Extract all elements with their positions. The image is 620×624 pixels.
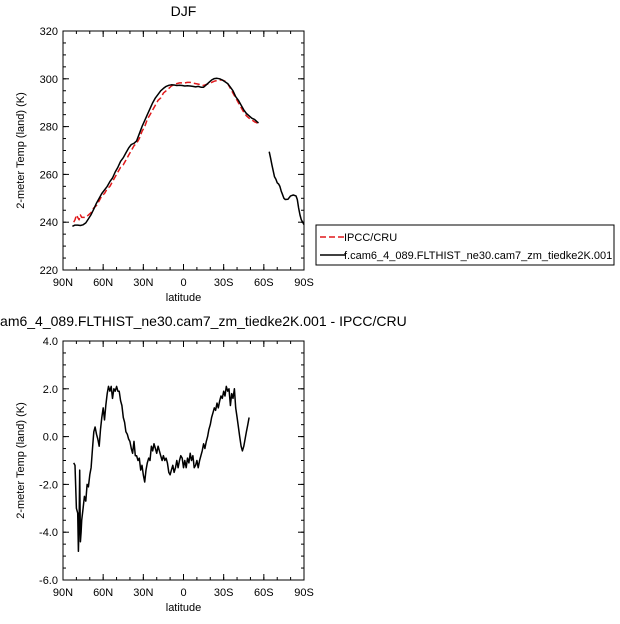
x-tick-label: 30S [214,587,234,599]
top-chart: DJF 2-meter Temp (land) (K) latitude 90N… [15,3,314,304]
y-axis-label: 2-meter Temp (land) (K) [15,402,27,519]
series-line-0-segment-0 [73,385,250,553]
series-line-1-segment-1 [268,151,305,225]
legend: IPCC/CRU f.cam6_4_089.FLTHIST_ne30.cam7_… [315,224,615,266]
legend-entry-ipcc-cru: IPCC/CRU [344,232,397,244]
y-tick-label: 0.0 [43,432,58,444]
chart-title: DJF [171,3,197,19]
y-tick-label: 2.0 [43,384,58,396]
y-tick-label: -6.0 [39,575,58,587]
y-tick-label: -2.0 [39,479,58,491]
x-axis-label: latitude [166,602,201,614]
series-line-0-segment-0 [73,79,260,223]
x-tick-label: 90N [53,587,73,599]
y-tick-label: 4.0 [43,336,58,348]
y-tick-label: 280 [40,122,58,134]
legend-entry-model: f.cam6_4_089.FLTHIST_ne30.cam7_zm_tiedke… [344,250,612,262]
x-tick-label: 90S [294,277,314,289]
x-tick-label: 0 [180,587,186,599]
x-tick-label: 30N [133,277,153,289]
x-tick-label: 0 [180,277,186,289]
x-tick-label: 90N [53,277,73,289]
y-tick-label: 260 [40,169,58,181]
x-tick-label: 30S [214,277,234,289]
x-tick-label: 60N [93,277,113,289]
y-tick-label: -4.0 [39,527,58,539]
y-axis-label: 2-meter Temp (land) (K) [15,92,27,209]
x-axis-label: latitude [166,292,201,304]
chart-title: f.cam6_4_089.FLTHIST_ne30.cam7_zm_tiedke… [0,313,407,329]
y-tick-label: 240 [40,217,58,229]
y-tick-label: 300 [40,74,58,86]
x-tick-label: 30N [133,587,153,599]
legend-box [315,224,615,266]
x-tick-label: 60N [93,587,113,599]
x-tick-label: 90S [294,587,314,599]
y-tick-label: 320 [40,26,58,38]
x-tick-label: 60S [254,587,274,599]
plot-frame [62,30,305,271]
plot-frame [62,340,305,581]
series-line-1-segment-0 [72,77,259,227]
bottom-chart: f.cam6_4_089.FLTHIST_ne30.cam7_zm_tiedke… [0,313,407,614]
y-tick-label: 220 [40,265,58,277]
x-tick-label: 60S [254,277,274,289]
